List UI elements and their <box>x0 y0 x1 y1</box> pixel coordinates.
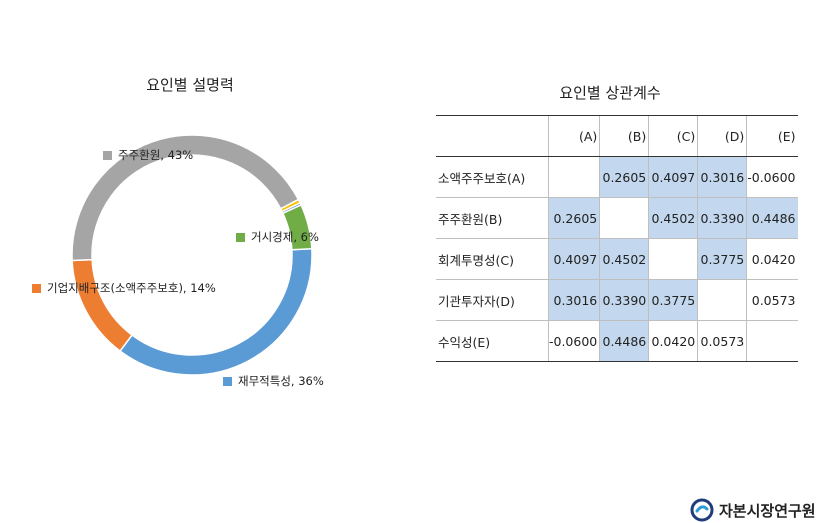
slice-label-shareholder-return: 주주환원, 43% <box>103 147 193 163</box>
logo-icon <box>690 498 714 522</box>
slice-label-governance: 기업지배구조(소액주주보호), 14% <box>32 280 216 296</box>
table-title: 요인별 상관계수 <box>559 84 661 102</box>
table-cell: 0.4097 <box>648 156 698 198</box>
table-cell: -0.0600 <box>547 320 600 362</box>
table-cell: 0.2605 <box>599 156 649 198</box>
column-header: (B) <box>599 115 649 157</box>
table-cell: 0.2605 <box>547 197 600 239</box>
slice-label-macro: 거시경제, 6% <box>236 229 319 245</box>
slice-label-text: 기업지배구조(소액주주보호), 14% <box>47 281 216 295</box>
table-cell: 0.0573 <box>746 279 798 321</box>
logo-text: 자본시장연구원 <box>719 501 816 520</box>
donut-slice-1 <box>71 258 134 353</box>
slice-label-financial: 재무적특성, 36% <box>223 373 324 389</box>
legend-swatch <box>103 150 112 160</box>
correlation-table: (A) (B) (C) (D) (E) 소액주주보호(A) 0.2605 0.4… <box>436 115 798 362</box>
table-cell: 0.0573 <box>697 320 747 362</box>
table-cell: 0.3775 <box>648 279 698 321</box>
table-cell: 0.4486 <box>599 320 649 362</box>
table-corner <box>436 115 549 157</box>
chart-title: 요인별 설명력 <box>146 76 234 94</box>
column-header: (E) <box>746 115 798 157</box>
table-cell: 0.0420 <box>648 320 698 362</box>
table-cell <box>648 238 698 280</box>
slice-label-text: 재무적특성, 36% <box>238 374 324 388</box>
donut-slice-5 <box>281 203 313 251</box>
row-label: 주주환원(B) <box>436 197 549 239</box>
table-header-row: (A) (B) (C) (D) (E) <box>436 115 798 157</box>
table-cell <box>697 279 747 321</box>
table-cell <box>547 156 600 198</box>
table-cell: 0.4502 <box>599 238 649 280</box>
logo: 자본시장연구원 <box>690 498 816 522</box>
table-cell: 0.3016 <box>547 279 600 321</box>
slice-label-text: 주주환원, 43% <box>118 148 194 162</box>
table-cell: 0.0420 <box>746 238 798 280</box>
legend-swatch <box>236 232 245 242</box>
table-cell: 0.3390 <box>697 197 747 239</box>
table-cell: 0.3016 <box>697 156 747 198</box>
column-header: (D) <box>697 115 747 157</box>
table-row: 주주환원(B) 0.2605 0.4502 0.3390 0.4486 <box>436 197 798 239</box>
table-cell: 0.3390 <box>599 279 649 321</box>
table-cell: -0.0600 <box>746 156 798 198</box>
table-row: 소액주주보호(A) 0.2605 0.4097 0.3016 -0.0600 <box>436 156 798 198</box>
table-row: 수익성(E) -0.0600 0.4486 0.0420 0.0573 <box>436 320 798 362</box>
row-label: 소액주주보호(A) <box>436 156 549 198</box>
table-cell: 0.4486 <box>746 197 798 239</box>
legend-swatch <box>32 283 41 293</box>
table-cell: 0.4502 <box>648 197 698 239</box>
row-label: 수익성(E) <box>436 320 549 362</box>
column-header: (C) <box>648 115 698 157</box>
column-header: (A) <box>547 115 600 157</box>
row-label: 기관투자자(D) <box>436 279 549 321</box>
table-cell <box>746 320 798 362</box>
donut-slice-0 <box>118 247 313 376</box>
slice-label-text: 거시경제, 6% <box>251 230 319 244</box>
table-row: 회계투명성(C) 0.4097 0.4502 0.3775 0.0420 <box>436 238 798 280</box>
table-row: 기관투자자(D) 0.3016 0.3390 0.3775 0.0573 <box>436 279 798 321</box>
table-cell: 0.3775 <box>697 238 747 280</box>
row-label: 회계투명성(C) <box>436 238 549 280</box>
legend-swatch <box>223 376 232 386</box>
table-cell: 0.4097 <box>547 238 600 280</box>
table-cell <box>599 197 649 239</box>
